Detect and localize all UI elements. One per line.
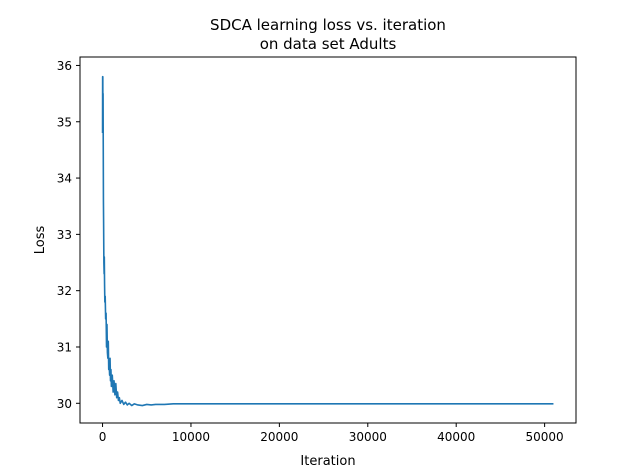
x-tick-label: 0: [99, 430, 107, 444]
y-axis: 30 31 32 33 34 35 36: [57, 59, 80, 411]
y-tick-label: 32: [57, 284, 72, 298]
y-tick-label: 35: [57, 115, 72, 129]
plot-background: [80, 57, 576, 423]
y-axis-label: Loss: [33, 226, 48, 255]
x-axis-label: Iteration: [300, 454, 355, 469]
y-tick-label: 36: [57, 59, 72, 73]
x-axis: 0 10000 20000 30000 40000 50000: [99, 423, 564, 444]
x-tick-label: 20000: [260, 430, 298, 444]
chart-title-line-2: on data set Adults: [260, 35, 397, 53]
x-tick-label: 30000: [349, 430, 387, 444]
x-tick-label: 50000: [526, 430, 564, 444]
plot-area: [79, 56, 577, 424]
x-tick-label: 10000: [172, 430, 210, 444]
y-tick-label: 31: [57, 340, 72, 354]
y-tick-label: 30: [57, 397, 72, 411]
loss-series-line: [101, 75, 554, 407]
y-tick-label: 34: [57, 172, 72, 186]
chart-title-line-1: SDCA learning loss vs. iteration: [210, 16, 446, 34]
plot-frame: [79, 56, 577, 424]
y-tick-label: 33: [57, 228, 72, 242]
x-tick-label: 40000: [437, 430, 475, 444]
